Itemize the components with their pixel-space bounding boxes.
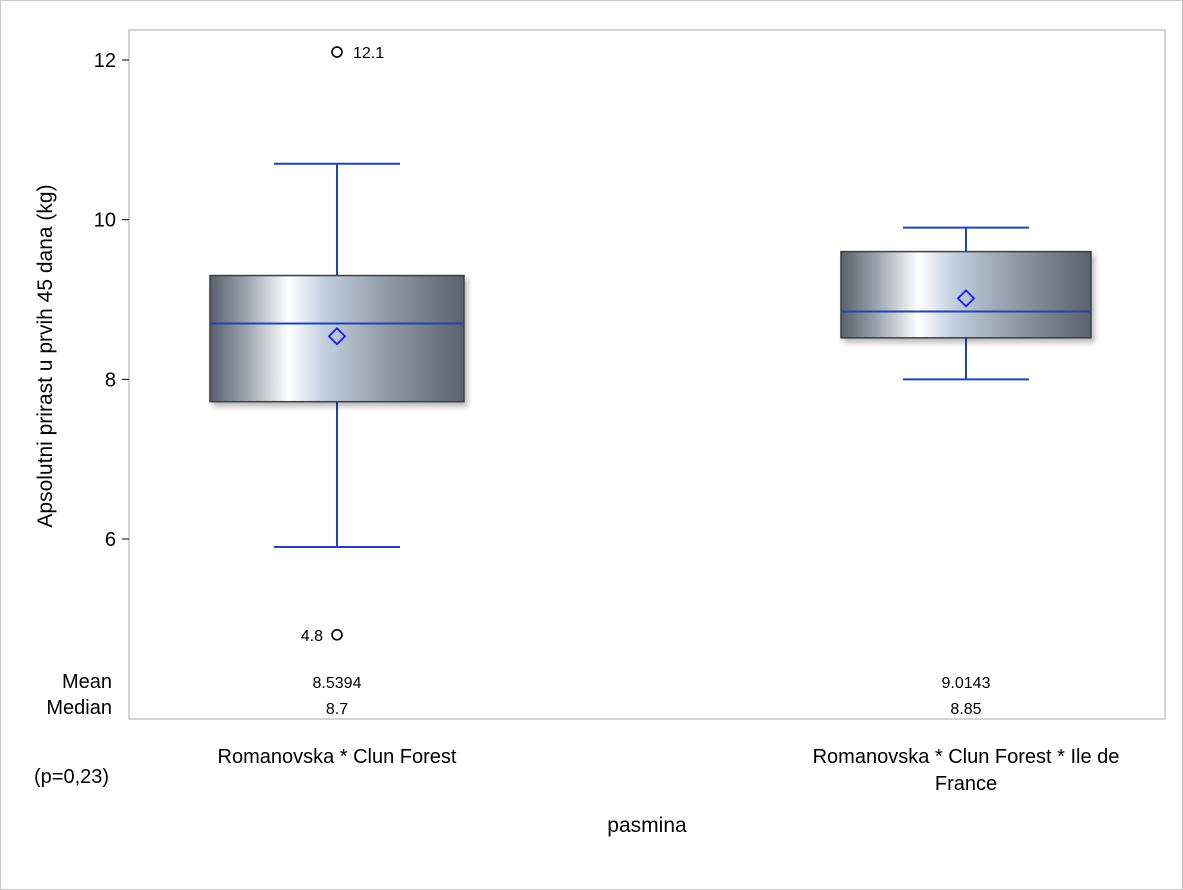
x-tick-label: France — [935, 773, 997, 795]
x-axis-title: pasmina — [607, 814, 687, 837]
stats-table: Mean 8.5394 9.0143 Median 8.7 8.85 — [46, 671, 990, 719]
y-tick-label: 8 — [105, 369, 116, 391]
boxes-layer: 12.1 4.8 — [209, 45, 1092, 645]
outlier-label: 12.1 — [353, 45, 384, 62]
stats-value: 8.5394 — [313, 675, 362, 692]
p-value-note: (p=0,23) — [34, 766, 110, 788]
outlier-point — [331, 46, 343, 58]
x-tick-label: Romanovska * Clun Forest * Ile de — [813, 746, 1120, 768]
stats-value: 8.85 — [950, 701, 981, 718]
stats-value: 8.7 — [326, 701, 348, 718]
y-axis: 6 8 10 12 — [94, 50, 129, 551]
y-tick-label: 10 — [94, 210, 116, 232]
plot-area — [128, 29, 1166, 720]
iqr-box — [840, 250, 1092, 339]
outlier-point — [331, 628, 343, 641]
y-axis-title: Apsolutni prirast u prvih 45 dana (kg) — [34, 184, 57, 527]
mean-marker — [327, 326, 347, 346]
stats-row-label: Median — [46, 697, 112, 719]
x-tick-label: Romanovska * Clun Forest — [218, 746, 457, 768]
x-axis: Romanovska * Clun Forest Romanovska * Clu… — [218, 746, 1120, 795]
stats-row-label: Mean — [62, 671, 112, 693]
y-tick-label: 12 — [94, 50, 116, 72]
outlier-label: 4.8 — [301, 628, 323, 645]
stats-value: 9.0143 — [942, 675, 991, 692]
iqr-box — [209, 274, 465, 403]
mean-marker — [956, 289, 976, 308]
y-tick-label: 6 — [105, 529, 116, 551]
